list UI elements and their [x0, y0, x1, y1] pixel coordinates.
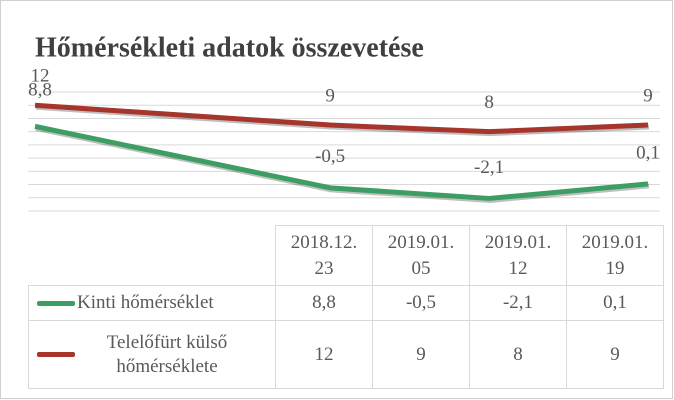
legend-label: Telelőfürt külső hőmérséklete [106, 331, 228, 377]
legend-swatch [37, 300, 75, 306]
series-line [34, 102, 649, 135]
data-label: 9 [325, 85, 335, 106]
table-cell: 12 [275, 320, 373, 389]
data-label: -2,1 [474, 157, 504, 178]
blank-cell [28, 225, 276, 286]
data-label: 9 [643, 85, 653, 106]
series-line [34, 123, 649, 201]
table-cell: 9 [566, 320, 664, 389]
table-cell: -0,5 [372, 285, 470, 321]
category-label: 2019.01.19 [581, 231, 649, 279]
data-label: 0,1 [636, 142, 660, 163]
data-label: 8 [484, 92, 494, 113]
table-cell: -2,1 [469, 285, 567, 321]
data-label: 8,8 [28, 80, 52, 101]
table-cell: 8,8 [275, 285, 373, 321]
category-label: 2019.01.05 [387, 231, 455, 279]
legend-swatch [37, 352, 75, 357]
table-cell: 0,1 [566, 285, 664, 321]
table-cell: 8 [469, 320, 567, 389]
data-table: 2018.12.23 2019.01.05 2019.01.12 2019.01… [28, 225, 664, 389]
category-label: 2019.01.12 [484, 231, 552, 279]
category-label: 2018.12.23 [290, 231, 358, 279]
legend-label: Kinti hőmérséklet [77, 292, 214, 313]
data-label: 12 [31, 66, 50, 87]
table-cell: 9 [372, 320, 470, 389]
chart-title: Hőmérsékleti adatok összevetése [35, 32, 424, 63]
data-label: -0,5 [315, 146, 345, 167]
